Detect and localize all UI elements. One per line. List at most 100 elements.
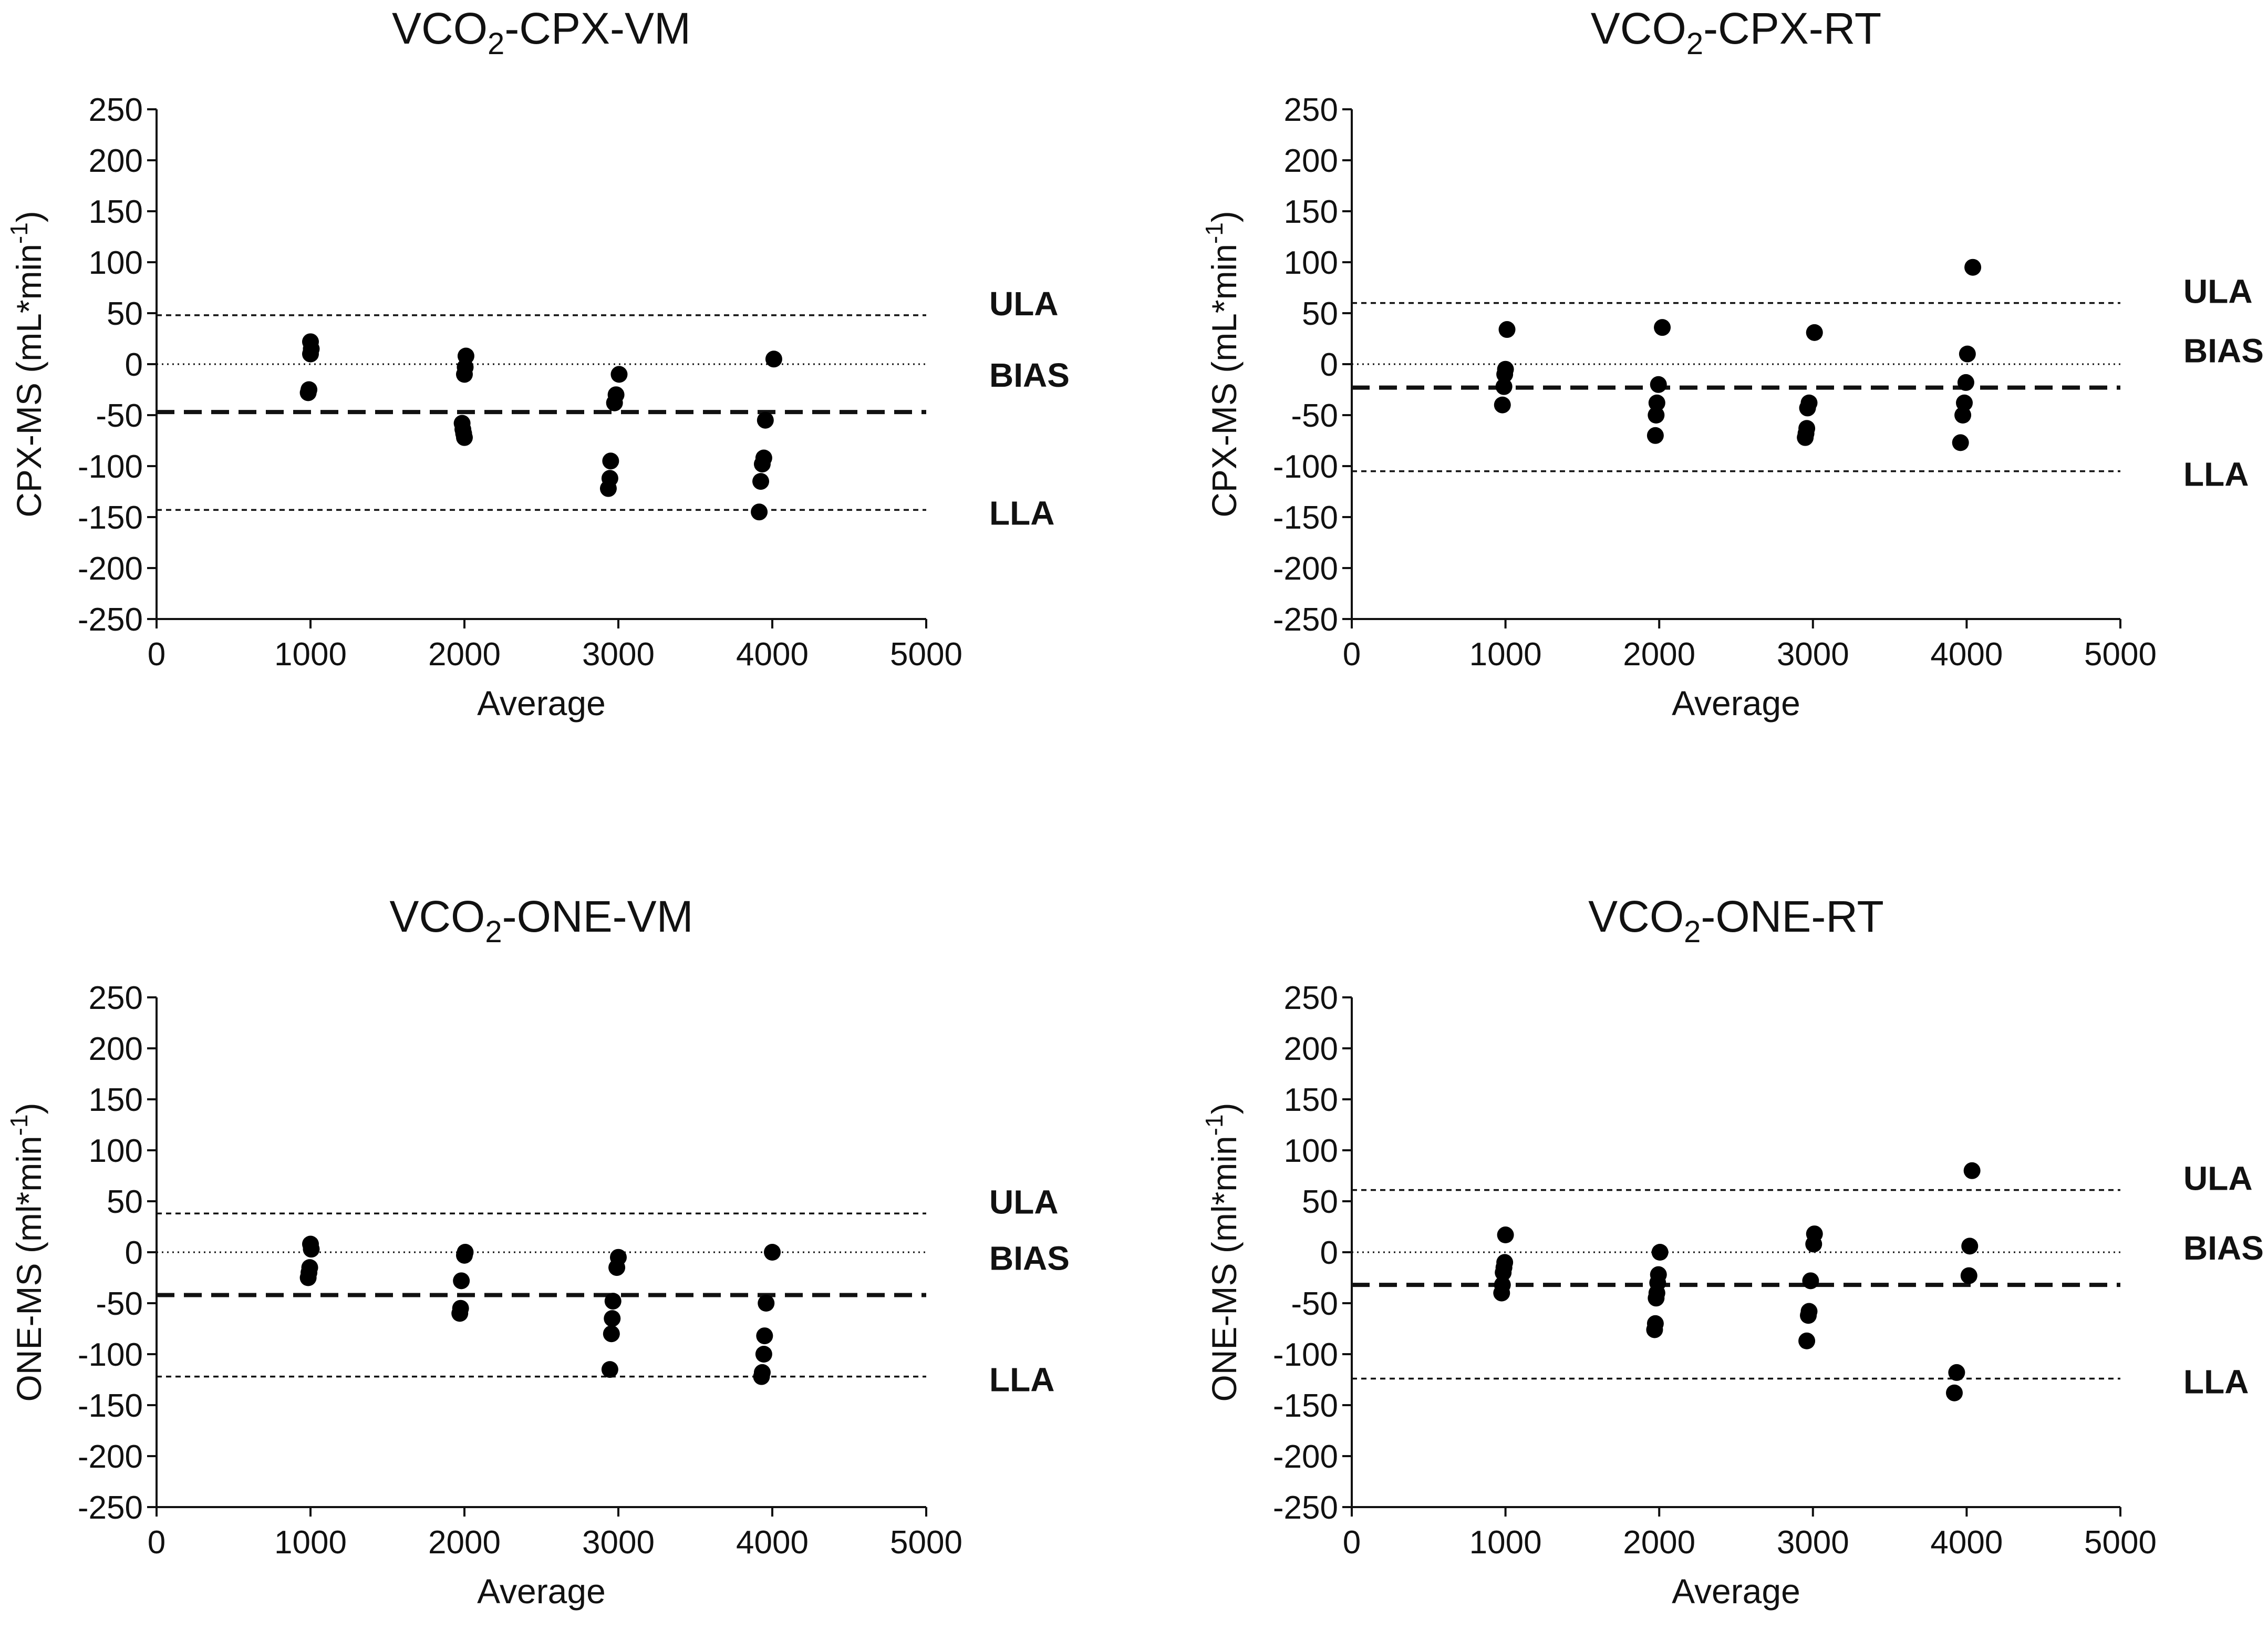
y-axis-label-superscript: -1: [1200, 222, 1228, 244]
x-tick-label: 2000: [428, 636, 501, 673]
y-tick-label: 200: [1284, 143, 1338, 179]
lla-label: LLA: [989, 1361, 1054, 1399]
y-tick-label: 150: [1284, 1082, 1338, 1118]
chart-title: VCO2-CPX-VM: [392, 4, 691, 61]
chart-title-prefix: VCO: [389, 892, 485, 941]
chart-title: VCO2-CPX-RT: [1591, 4, 1881, 61]
y-tick-label: 50: [1302, 1184, 1338, 1220]
x-tick-label: 1000: [274, 636, 347, 673]
data-point: [1498, 321, 1516, 338]
x-tick-label: 1000: [1469, 636, 1542, 673]
x-tick-label: 3000: [1777, 636, 1849, 673]
chart-panel-4: VCO2-ONE-RT 250 200 150 100 50 0 -50 -100 -150 -20…: [1200, 892, 2264, 1611]
x-tick-label: 0: [1343, 1524, 1361, 1561]
x-tick-label: 4000: [736, 1524, 809, 1561]
data-point: [1648, 394, 1665, 411]
x-tick-label: 3000: [1777, 1524, 1849, 1561]
data-point: [1497, 1226, 1514, 1244]
y-axis-label: CPX-MS (mL*min-1): [1200, 211, 1244, 518]
data-point: [755, 1346, 772, 1363]
y-tick-label: 150: [89, 194, 143, 230]
chart-panel-3: VCO2-ONE-VM 250 200 150 100 50 0 -50 -100 -150 -20…: [5, 892, 1070, 1611]
data-point: [1493, 1284, 1510, 1302]
chart-title: VCO2-ONE-RT: [1588, 892, 1884, 949]
x-tick-label: 4000: [1930, 1524, 2003, 1561]
y-tick-label: -50: [96, 398, 143, 434]
y-tick-label: 100: [89, 245, 143, 281]
data-point: [1964, 259, 1982, 276]
data-point: [1496, 366, 1514, 383]
data-point: [456, 366, 473, 383]
chart-title-suffix: -CPX-VM: [504, 4, 691, 53]
data-point: [1802, 1272, 1819, 1290]
data-point: [610, 366, 628, 383]
data-point: [1648, 1290, 1665, 1307]
y-tick-label: 0: [125, 1235, 143, 1271]
y-tick-label: -100: [1273, 1337, 1338, 1373]
data-point: [604, 1310, 621, 1327]
y-tick-label: -200: [78, 1439, 143, 1475]
data-point: [603, 1325, 620, 1343]
data-point: [751, 503, 768, 521]
lla-label: LLA: [2183, 456, 2249, 493]
y-axis-label-close: ): [9, 211, 48, 222]
lla-label: LLA: [2183, 1363, 2249, 1401]
y-tick-label: 250: [89, 92, 143, 128]
data-point: [1957, 374, 1974, 391]
data-point: [302, 345, 319, 363]
y-tick-label: 250: [1284, 980, 1338, 1016]
data-point: [1799, 399, 1816, 417]
y-tick-label: -250: [78, 1490, 143, 1526]
data-point: [1805, 1235, 1822, 1253]
y-tick-label: -200: [78, 551, 143, 587]
data-point: [601, 1361, 618, 1378]
data-point: [1952, 434, 1969, 451]
data-point: [1961, 1238, 1979, 1255]
x-tick-label: 2000: [428, 1524, 501, 1561]
y-tick-label: 0: [1320, 1235, 1338, 1271]
y-tick-label: 50: [107, 296, 143, 332]
y-tick-label: 200: [89, 1031, 143, 1067]
chart-panel-2: VCO2-CPX-RT 250 200 150 100 50 0 -50 -100 -150 -20…: [1200, 4, 2264, 723]
chart-title-suffix: -ONE-RT: [1701, 892, 1883, 941]
data-point: [765, 350, 782, 368]
data-point: [1495, 1264, 1512, 1281]
data-point: [608, 1259, 626, 1276]
x-axis-label: Average: [1672, 684, 1800, 723]
x-tick-label: 0: [148, 1524, 165, 1561]
y-axis-label-base: ONE-MS (ml*min: [9, 1136, 48, 1401]
y-tick-label: 200: [89, 143, 143, 179]
data-point: [1646, 1321, 1663, 1338]
ula-label: ULA: [2183, 1160, 2253, 1198]
data-point: [1806, 324, 1823, 341]
data-point: [753, 456, 771, 473]
x-tick-label: 4000: [736, 636, 809, 673]
x-axis-label: Average: [1672, 1572, 1800, 1611]
chart-title-suffix: -ONE-VM: [502, 892, 693, 941]
data-point: [1651, 1244, 1669, 1261]
data-point: [451, 1305, 469, 1322]
ula-label: ULA: [989, 1183, 1059, 1221]
data-point: [299, 384, 317, 401]
y-tick-label: 50: [107, 1184, 143, 1220]
y-tick-label: -50: [96, 1286, 143, 1322]
y-tick-label: -150: [78, 1388, 143, 1424]
y-tick-label: -200: [1273, 551, 1338, 587]
y-axis-label-base: ONE-MS (ml*min: [1205, 1136, 1244, 1401]
data-point: [303, 1241, 320, 1258]
data-point: [1956, 394, 1973, 411]
data-point: [1954, 407, 1972, 424]
data-point: [1959, 345, 1976, 363]
chart-panel-1: VCO2-CPX-VM 250 200 150 100 50 0 -50 -100 -150 -20…: [5, 4, 1070, 723]
y-tick-label: 150: [1284, 194, 1338, 230]
chart-title-subscript: 2: [485, 915, 502, 949]
x-tick-label: 5000: [2084, 636, 2157, 673]
data-point: [752, 473, 770, 490]
data-point: [1963, 1162, 1981, 1179]
y-tick-label: -150: [1273, 500, 1338, 536]
x-axis-label: Average: [477, 1572, 606, 1611]
y-tick-label: -250: [1273, 602, 1338, 638]
y-tick-label: 0: [1320, 347, 1338, 383]
chart-title-prefix: VCO: [1588, 892, 1684, 941]
x-tick-label: 3000: [582, 636, 655, 673]
